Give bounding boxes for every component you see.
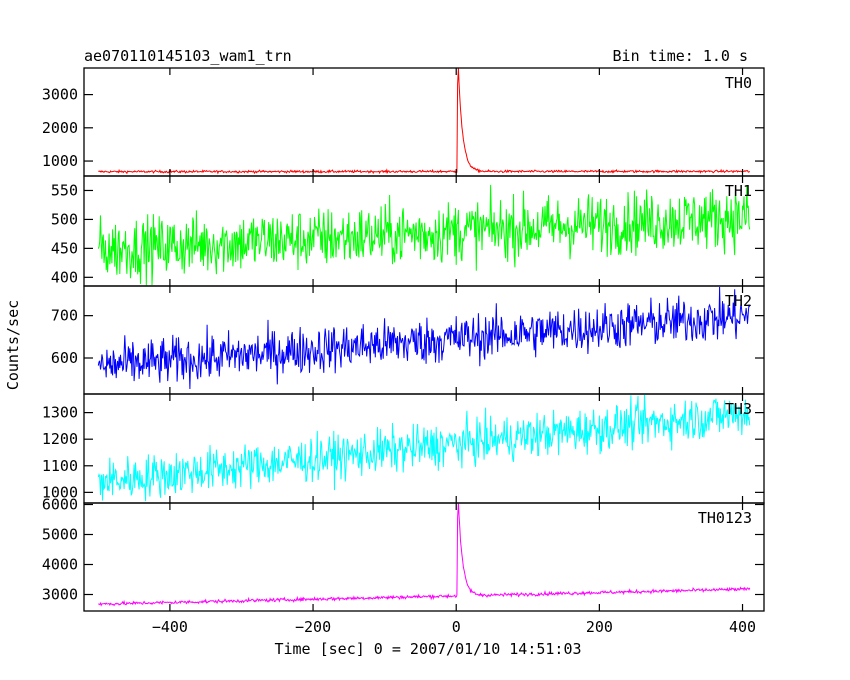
y-tick-label: 1300 bbox=[42, 404, 78, 422]
y-tick-label: 600 bbox=[51, 349, 78, 367]
x-tick-label: −400 bbox=[152, 618, 188, 636]
panel-frame bbox=[83, 502, 765, 612]
panel-label-th0: TH0 bbox=[725, 74, 752, 92]
series-line bbox=[97, 394, 751, 502]
panel-frame bbox=[83, 285, 765, 395]
series-line bbox=[97, 286, 751, 390]
y-tick-label: 1000 bbox=[42, 152, 78, 170]
observation-title: ae070110145103_wam1_trn bbox=[84, 47, 292, 65]
x-tick-label: −200 bbox=[295, 618, 331, 636]
y-tick-label: 3000 bbox=[42, 86, 78, 104]
series-line bbox=[97, 184, 751, 286]
y-tick-label: 450 bbox=[51, 239, 78, 257]
y-tick-label: 1200 bbox=[42, 430, 78, 448]
y-tick-label: 500 bbox=[51, 210, 78, 228]
x-axis-title: Time [sec] 0 = 2007/01/10 14:51:03 bbox=[274, 640, 581, 658]
series-line bbox=[98, 503, 751, 607]
y-tick-label: 6000 bbox=[42, 496, 78, 514]
x-tick-label: 400 bbox=[729, 618, 756, 636]
y-tick-label: 550 bbox=[51, 181, 78, 199]
series-th0 bbox=[98, 68, 751, 175]
panel-label-th3: TH3 bbox=[725, 400, 752, 418]
y-tick-label: 1100 bbox=[42, 457, 78, 475]
y-tick-label: 400 bbox=[51, 268, 78, 286]
y-tick-label: 5000 bbox=[42, 526, 78, 544]
series-th2 bbox=[97, 286, 751, 390]
series-th3 bbox=[97, 394, 751, 502]
y-tick-label: 4000 bbox=[42, 556, 78, 574]
y-axis-title: Counts/sec bbox=[4, 300, 22, 390]
y-tick-label: 3000 bbox=[42, 586, 78, 604]
series-th1 bbox=[97, 184, 751, 286]
panel-label-th1: TH1 bbox=[725, 182, 752, 200]
bin-time-label: Bin time: 1.0 s bbox=[613, 47, 748, 65]
series-th0123 bbox=[98, 503, 751, 607]
series-line bbox=[98, 68, 751, 175]
y-tick-label: 700 bbox=[51, 307, 78, 325]
x-tick-label: 0 bbox=[452, 618, 461, 636]
panel-label-th2: TH2 bbox=[725, 292, 752, 310]
y-tick-label: 1000 bbox=[42, 483, 78, 501]
y-tick-label: 2000 bbox=[42, 119, 78, 137]
x-tick-label: 200 bbox=[586, 618, 613, 636]
panel-label-th0123: TH0123 bbox=[698, 509, 752, 527]
panel-frame bbox=[83, 67, 765, 177]
